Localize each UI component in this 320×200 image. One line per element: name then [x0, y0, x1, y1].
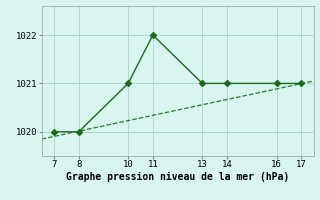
X-axis label: Graphe pression niveau de la mer (hPa): Graphe pression niveau de la mer (hPa): [66, 172, 289, 182]
